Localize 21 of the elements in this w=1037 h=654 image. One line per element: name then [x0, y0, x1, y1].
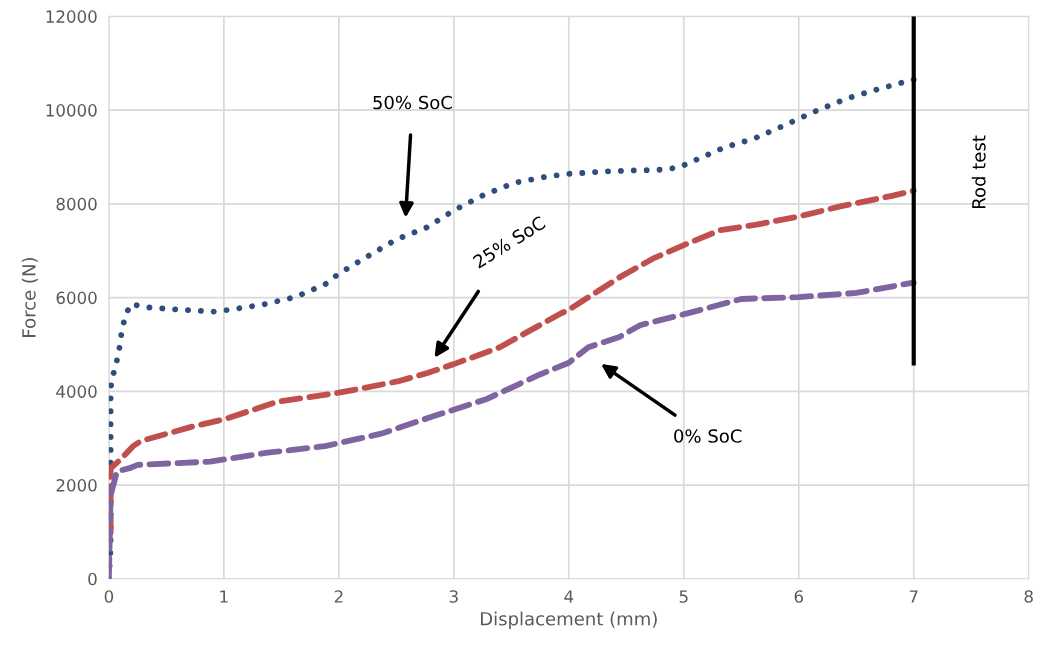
- x-tick-label: 0: [104, 590, 114, 603]
- x-tick-label: 8: [1024, 590, 1033, 603]
- x-axis-title: Displacement (mm): [481, 611, 657, 630]
- annotation: 50% SoC: [373, 95, 452, 110]
- y-tick-label: 6000: [56, 291, 97, 305]
- x-tick-label: 5: [679, 590, 688, 603]
- annotation: 0% SoC: [674, 429, 742, 443]
- y-tick-label: 8000: [56, 197, 97, 211]
- y-tick-label: 0: [88, 572, 97, 586]
- x-tick-label: 1: [220, 590, 228, 603]
- x-tick-label: 6: [794, 590, 803, 603]
- y-axis-title: Force (N): [21, 258, 38, 337]
- x-tick-label: 4: [564, 590, 574, 603]
- x-tick-label: 2: [334, 590, 343, 603]
- y-tick-label: 10000: [46, 104, 97, 117]
- y-tick-label: 12000: [46, 10, 97, 23]
- y-tick-label: 2000: [56, 479, 97, 492]
- annotation: Rod test: [971, 135, 986, 208]
- y-tick-label: 4000: [56, 385, 97, 398]
- x-tick-label: 3: [449, 590, 458, 603]
- x-tick-label: 7: [909, 590, 918, 603]
